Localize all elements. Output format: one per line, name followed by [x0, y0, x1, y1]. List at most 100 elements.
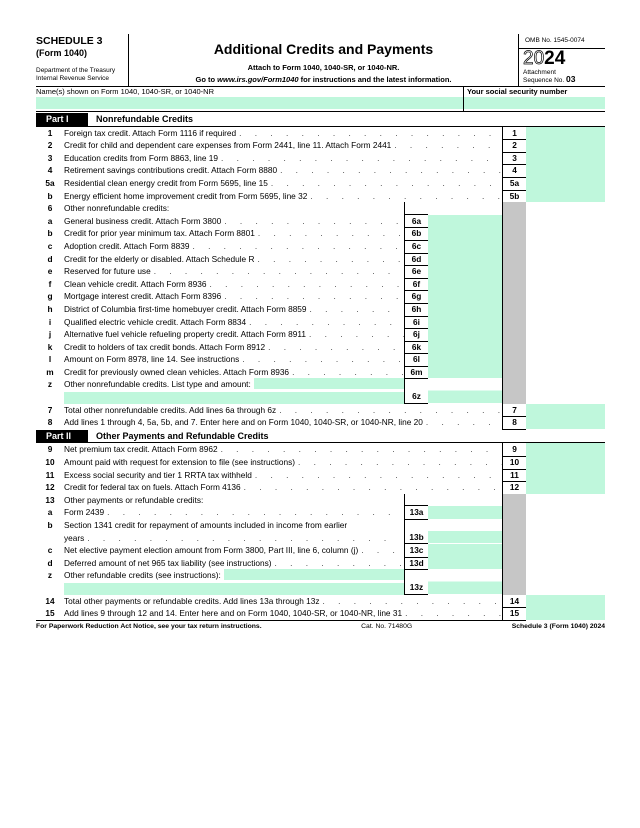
line-box-label: 6c: [404, 239, 428, 254]
amount-input[interactable]: [526, 468, 605, 483]
form-line-6d: d Credit for the elderly or disabled. Att…: [36, 252, 605, 267]
z-line: Other refundable credits (see instructio…: [64, 569, 404, 582]
ssn-input[interactable]: [464, 97, 605, 109]
shaded-cell: [502, 378, 526, 404]
amount-input[interactable]: [526, 403, 605, 418]
line-text: Clean vehicle credit. Attach Form 8936: [64, 278, 207, 289]
line-description: Add lines 9 through 12 and 14. Enter her…: [64, 607, 502, 621]
blank: [526, 240, 605, 254]
amount-input[interactable]: [428, 378, 502, 404]
form-line-6h: h District of Columbia first-time homebuy…: [36, 302, 605, 317]
tax-year: 2024: [523, 48, 605, 69]
amount-input[interactable]: [428, 556, 502, 571]
line-text: Credit for the elderly or disabled. Atta…: [64, 253, 255, 264]
amount-input[interactable]: [428, 227, 502, 241]
amount-input[interactable]: [526, 443, 605, 458]
amount-input[interactable]: [526, 481, 605, 495]
line-text: Add lines 9 through 12 and 14. Enter her…: [64, 608, 403, 619]
irs-link[interactable]: www.irs.gov/Form1040: [217, 75, 299, 84]
form-line-2: 2 Credit for child and dependent care exp…: [36, 139, 605, 153]
line-number: b: [47, 228, 53, 239]
blank: [526, 341, 605, 355]
amount-input[interactable]: [428, 265, 502, 279]
amount-input[interactable]: [428, 519, 502, 545]
line-box-label: 4: [502, 164, 526, 178]
line-box-label: 6a: [404, 214, 428, 229]
dot-leader: . . . . . . . . . . . . . . . . . . . . …: [268, 341, 404, 352]
amount-input[interactable]: [526, 164, 605, 178]
form-line-8: 8 Add lines 1 through 4, 5a, 5b, and 7. E…: [36, 416, 605, 430]
amount-input[interactable]: [428, 506, 502, 520]
form-line-6b: b Credit for prior year minimum tax. Atta…: [36, 227, 605, 241]
amount-input[interactable]: [526, 456, 605, 470]
line-number: c: [47, 240, 53, 251]
amount-input[interactable]: [526, 176, 605, 191]
shaded-cell: [502, 365, 526, 380]
line-box-label: 6k: [404, 340, 428, 355]
blank: [428, 202, 502, 215]
form-line-6j: j Alternative fuel vehicle refueling prop…: [36, 328, 605, 342]
line-number: 14: [45, 595, 55, 606]
type-input[interactable]: [223, 569, 404, 581]
dot-leader: . . . . . . . . . . . . . . . . . . . . …: [153, 266, 404, 277]
sequence-label: Sequence No.: [523, 77, 565, 84]
line-text: Total other nonrefundable credits. Add l…: [64, 404, 277, 415]
amount-input[interactable]: [428, 328, 502, 342]
amount-input[interactable]: [428, 315, 502, 330]
dot-leader: . . . . . . . . . . . . . . . . . . . . …: [249, 316, 404, 327]
shaded-cell: [502, 302, 526, 317]
amount-input[interactable]: [526, 416, 605, 430]
line-description: Residential clean energy credit from For…: [64, 177, 502, 191]
attachment-label: Attachment: [523, 69, 556, 76]
line-description: Total other nonrefundable credits. Add l…: [64, 404, 502, 418]
amount-input[interactable]: [428, 353, 502, 367]
blank: [526, 202, 605, 215]
amount-input[interactable]: [428, 214, 502, 229]
amount-input[interactable]: [428, 340, 502, 355]
name-input[interactable]: [36, 97, 463, 109]
amount-input[interactable]: [428, 544, 502, 558]
line-box-label: 3: [502, 151, 526, 166]
amount-input[interactable]: [526, 139, 605, 153]
amount-input[interactable]: [428, 277, 502, 292]
z-line: Other nonrefundable credits. List type a…: [64, 378, 404, 391]
line-box-label: 6j: [404, 328, 428, 342]
dot-leader: . . . . . . . . . . . . . . . . . . . . …: [270, 177, 502, 188]
line-text: Credit for federal tax on fuels. Attach …: [64, 482, 241, 493]
line-description: Deferred amount of net 965 tax liability…: [64, 557, 404, 571]
amount-input[interactable]: [428, 365, 502, 380]
shaded-cell: [502, 556, 526, 571]
line-description: Credit for child and dependent care expe…: [64, 139, 502, 153]
amount-input[interactable]: [526, 151, 605, 166]
year-bold: 24: [544, 48, 566, 69]
dot-leader: . . . . . . . . . . . . . . . . . . . . …: [224, 215, 404, 226]
amount-input[interactable]: [526, 189, 605, 204]
amount-input[interactable]: [526, 126, 605, 141]
line-text: Foreign tax credit. Attach Form 1116 if …: [64, 127, 237, 138]
form-line-13z: z Other refundable credits (see instructi…: [36, 569, 605, 595]
dot-leader: . . . . . . . . . . . . . . . . . . . . …: [257, 253, 404, 264]
amount-input[interactable]: [428, 569, 502, 595]
amount-input[interactable]: [428, 239, 502, 254]
form-line-6e: e Reserved for future use . . . . . . . .…: [36, 265, 605, 279]
dot-leader: . . . . . . . . . . . . . . . . . . . . …: [239, 127, 502, 138]
line-number: 6: [47, 203, 53, 214]
line-description: Amount paid with request for extension t…: [64, 456, 502, 470]
line-text: Net elective payment election amount fro…: [64, 545, 359, 556]
amount-input[interactable]: [428, 290, 502, 304]
amount-input[interactable]: [526, 607, 605, 621]
line-box-label: 2: [502, 139, 526, 153]
amount-input[interactable]: [428, 252, 502, 267]
amount-input[interactable]: [428, 302, 502, 317]
goto-instruction: Go to www.irs.gov/Form1040 for instructi…: [129, 75, 518, 84]
amount-input[interactable]: [526, 594, 605, 609]
type-input[interactable]: [253, 378, 404, 390]
type-input-2[interactable]: [64, 582, 404, 595]
shaded-cell: [502, 239, 526, 254]
dot-leader: . . . . . . . . . . . . . . . . . . . . …: [425, 417, 502, 428]
dot-leader: . . . . . . . . . . . . . . . . . . . . …: [298, 457, 502, 468]
line-number: e: [47, 266, 53, 277]
blank: [526, 494, 605, 507]
dot-leader: . . . . . . . . . . . . . . . . . . . . …: [322, 595, 502, 606]
type-input-2[interactable]: [64, 392, 404, 404]
